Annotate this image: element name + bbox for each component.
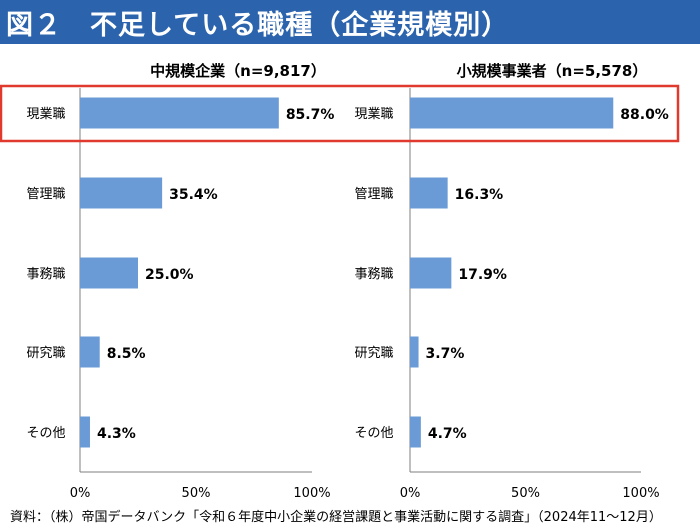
panel-2-bar — [410, 177, 448, 209]
panel-2-category-label: 事務職 — [354, 267, 393, 282]
panel-1-value-label: 25.0% — [145, 267, 194, 283]
panel-2-bar — [410, 336, 419, 368]
panel-2-bar — [410, 97, 614, 129]
page-title: 図２ 不足している職種（企業規模別） — [6, 10, 510, 41]
panel-2-value-label: 4.7% — [428, 426, 467, 442]
panel-2-value-label: 3.7% — [426, 346, 465, 362]
panel-1-bar — [80, 177, 163, 209]
panel-2-x-tick-label: 0% — [400, 486, 421, 500]
panel-2-category-label: 現業職 — [354, 106, 393, 122]
panel-1-x-tick-label: 50% — [182, 486, 211, 500]
panel-1-value-label: 4.3% — [97, 426, 136, 442]
panel-2-value-label: 16.3% — [455, 187, 504, 203]
panel-2-category-label: 研究職 — [354, 346, 393, 361]
panel-1-x-tick-label: 0% — [70, 486, 91, 500]
bar-chart-panels: 中規模企業（n=9,817） 0% 50% 100% 現業職 85.7% 管理職 35.4% 事… — [0, 62, 680, 500]
title-bar: 図２ 不足している職種（企業規模別） — [0, 0, 700, 44]
panel-2-value-label: 88.0% — [620, 107, 669, 123]
source-note: 資料：（株）帝国データバンク「令和６年度中小企業の経営課題と事業活動に関する調査… — [10, 510, 662, 525]
panel-2-category-label: その他 — [354, 426, 393, 441]
panel-1-x-tick-label: 100% — [293, 486, 330, 500]
panel-1-category-label: 研究職 — [26, 346, 65, 361]
panel-1-title: 中規模企業（n=9,817） — [150, 62, 326, 80]
panel-2-value-label: 17.9% — [458, 267, 507, 283]
panel-1-category-label: 管理職 — [26, 187, 65, 202]
panel-2-bar — [410, 257, 452, 289]
panel-1-category-label: 現業職 — [26, 106, 65, 122]
panel-1-category-label: その他 — [26, 426, 65, 441]
panel-1-value-label: 35.4% — [169, 187, 218, 203]
panel-1-value-label: 8.5% — [107, 346, 146, 362]
panel-2-bar — [410, 416, 421, 448]
panel-2-x-tick-label: 50% — [511, 486, 540, 500]
panel-1-value-label: 85.7% — [286, 107, 335, 123]
panel-1-bar — [80, 257, 138, 289]
highlight-frame — [0, 84, 680, 143]
panel-2-x-tick-label: 100% — [622, 486, 659, 500]
panel-1-bar — [80, 336, 100, 368]
panel-1-bar — [80, 416, 90, 448]
panel-2-title: 小規模事業者（n=5,578） — [457, 62, 648, 80]
panel-1-bar — [80, 97, 279, 129]
panel-1-category-label: 事務職 — [26, 267, 65, 282]
panel-2-category-label: 管理職 — [354, 187, 393, 202]
